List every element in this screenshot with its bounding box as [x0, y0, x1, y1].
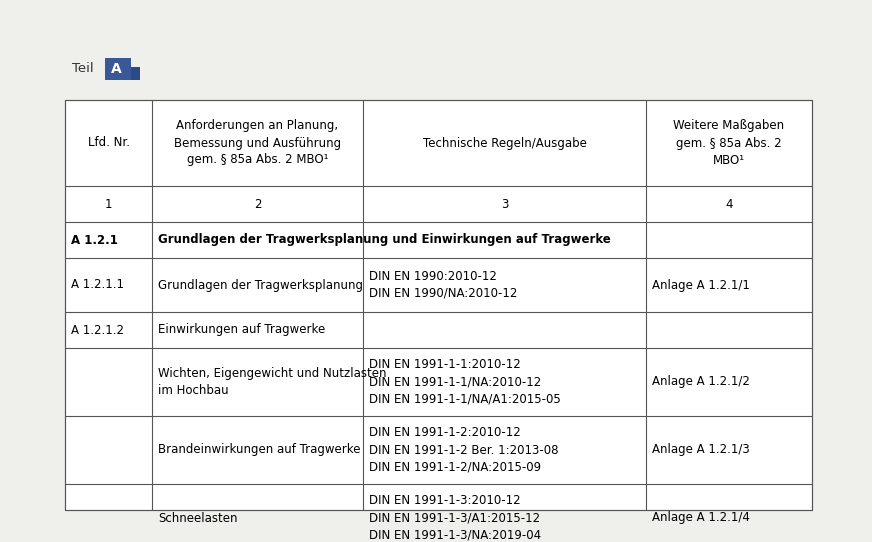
Text: Weitere Maßgaben
gem. § 85a Abs. 2
MBO¹: Weitere Maßgaben gem. § 85a Abs. 2 MBO¹	[673, 119, 785, 166]
Text: A 1.2.1: A 1.2.1	[71, 234, 118, 247]
Text: Anlage A 1.2.1/2: Anlage A 1.2.1/2	[652, 376, 750, 389]
Text: 4: 4	[726, 197, 732, 210]
Text: 2: 2	[254, 197, 262, 210]
Text: Grundlagen der Tragwerksplanung und Einwirkungen auf Tragwerke: Grundlagen der Tragwerksplanung und Einw…	[158, 234, 610, 247]
Text: Technische Regeln/Ausgabe: Technische Regeln/Ausgabe	[423, 137, 587, 150]
Text: 3: 3	[501, 197, 508, 210]
Text: Schneelasten: Schneelasten	[158, 512, 237, 525]
Text: DIN EN 1991-1-2:2010-12
DIN EN 1991-1-2 Ber. 1:2013-08
DIN EN 1991-1-2/NA:2015-0: DIN EN 1991-1-2:2010-12 DIN EN 1991-1-2 …	[369, 427, 558, 474]
Bar	[105, 58, 131, 80]
Text: DIN EN 1991-1-1:2010-12
DIN EN 1991-1-1/NA:2010-12
DIN EN 1991-1-1/NA/A1:2015-05: DIN EN 1991-1-1:2010-12 DIN EN 1991-1-1/…	[369, 358, 561, 405]
Text: Einwirkungen auf Tragwerke: Einwirkungen auf Tragwerke	[158, 324, 325, 337]
Bar	[65, 100, 812, 510]
Text: A 1.2.1.2: A 1.2.1.2	[71, 324, 124, 337]
Text: DIN EN 1990:2010-12
DIN EN 1990/NA:2010-12: DIN EN 1990:2010-12 DIN EN 1990/NA:2010-…	[369, 270, 517, 300]
Text: A: A	[111, 62, 121, 76]
Text: Anlage A 1.2.1/3: Anlage A 1.2.1/3	[652, 443, 750, 456]
Text: Anlage A 1.2.1/4: Anlage A 1.2.1/4	[652, 512, 750, 525]
Text: Anforderungen an Planung,
Bemessung und Ausführung
gem. § 85a Abs. 2 MBO¹: Anforderungen an Planung, Bemessung und …	[174, 119, 341, 166]
Bar	[131, 67, 140, 80]
Text: A 1.2.1.1: A 1.2.1.1	[71, 279, 124, 292]
Text: DIN EN 1991-1-3:2010-12
DIN EN 1991-1-3/A1:2015-12
DIN EN 1991-1-3/NA:2019-04: DIN EN 1991-1-3:2010-12 DIN EN 1991-1-3/…	[369, 494, 542, 541]
Text: Anlage A 1.2.1/1: Anlage A 1.2.1/1	[652, 279, 750, 292]
Text: Teil: Teil	[72, 61, 93, 74]
Text: Wichten, Eigengewicht und Nutzlasten
im Hochbau: Wichten, Eigengewicht und Nutzlasten im …	[158, 367, 386, 397]
Text: 1: 1	[105, 197, 112, 210]
Text: Brandeinwirkungen auf Tragwerke: Brandeinwirkungen auf Tragwerke	[158, 443, 360, 456]
Text: Grundlagen der Tragwerksplanung: Grundlagen der Tragwerksplanung	[158, 279, 363, 292]
Text: Lfd. Nr.: Lfd. Nr.	[87, 137, 130, 150]
